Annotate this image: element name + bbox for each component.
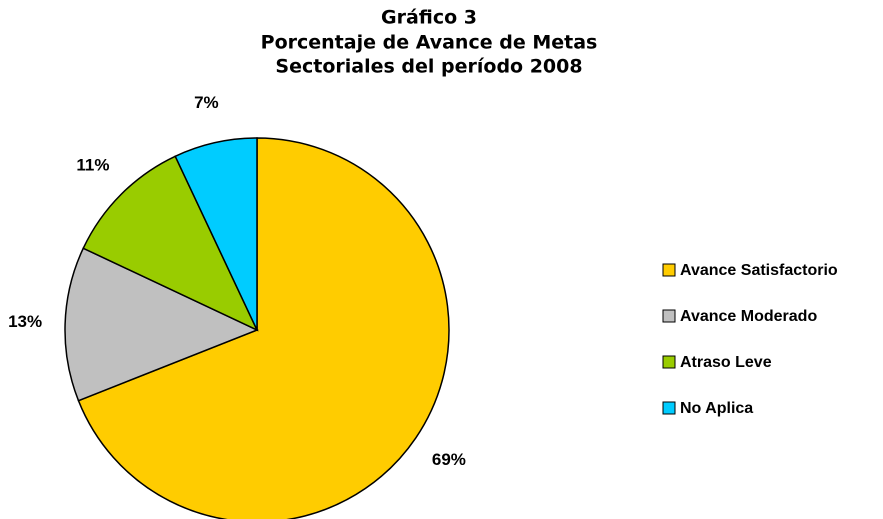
chart-title: Sectoriales del período 2008: [275, 56, 582, 78]
legend-swatch: [662, 401, 676, 415]
legend-swatch: [662, 355, 676, 369]
pie-slice: [174, 137, 258, 331]
data-label: 13%: [8, 312, 42, 331]
legend-label: Avance Satisfactorio: [680, 262, 838, 279]
data-label: 69%: [432, 450, 466, 469]
pie-slice: [64, 247, 259, 402]
data-label: 7%: [194, 93, 219, 112]
pie-slice: [82, 155, 259, 332]
legend-label: Avance Moderado: [680, 308, 817, 325]
legend-swatch: [662, 309, 676, 323]
data-label: 11%: [76, 155, 109, 174]
pie-slice: [77, 137, 450, 519]
chart-title: Gráfico 3: [381, 7, 477, 29]
legend-swatch: [662, 263, 676, 277]
legend-label: No Aplica: [680, 400, 753, 417]
chart-title: Porcentaje de Avance de Metas: [261, 32, 598, 54]
legend-label: Atraso Leve: [680, 354, 772, 371]
